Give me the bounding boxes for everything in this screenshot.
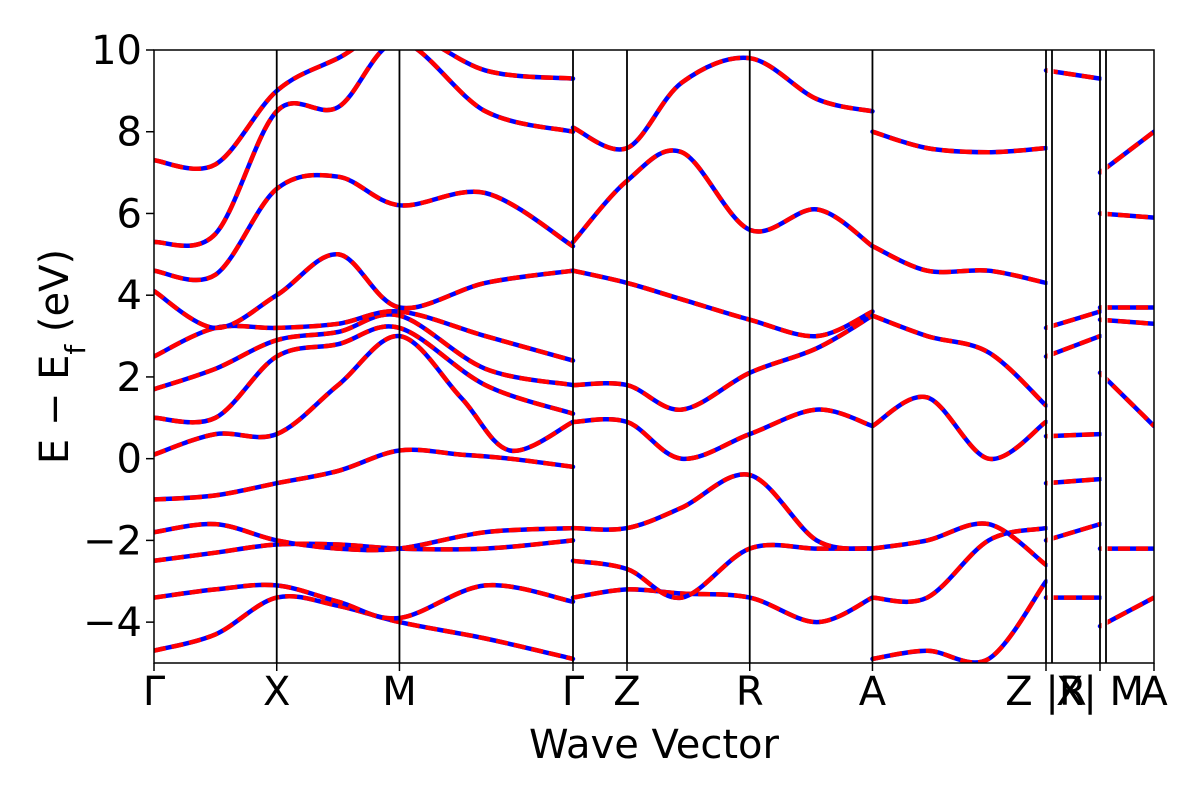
band-line-red bbox=[1045, 431, 1101, 439]
y-axis-ticks: −4 −2 0 2 4 6 8 10 bbox=[83, 28, 154, 646]
band-line-red bbox=[572, 472, 873, 551]
x-tick-label: A bbox=[1140, 669, 1168, 715]
x-tick-label: Γ bbox=[562, 669, 585, 715]
y-axis-label-unit: (eV) bbox=[32, 249, 78, 345]
band-line-blue bbox=[870, 313, 1049, 408]
y-tick-label: 4 bbox=[117, 273, 142, 319]
band-line-red bbox=[154, 172, 575, 283]
band-line-red bbox=[154, 252, 574, 331]
y-tick-label: 6 bbox=[117, 191, 142, 237]
band-line-red bbox=[871, 394, 1048, 461]
x-tick-label: Γ bbox=[143, 669, 166, 715]
band-line-red bbox=[154, 324, 574, 425]
band-line-red bbox=[872, 525, 1047, 605]
band-line-red bbox=[154, 538, 574, 564]
band-line-blue bbox=[570, 313, 875, 412]
x-axis-label: Wave Vector bbox=[529, 722, 780, 768]
band-line-red bbox=[872, 521, 1048, 567]
band-line-red bbox=[154, 333, 575, 457]
y-tick-label: 8 bbox=[117, 110, 142, 156]
band-line-red bbox=[871, 313, 1048, 408]
band-line-red bbox=[154, 312, 574, 392]
y-axis-label-main: E − E bbox=[32, 355, 78, 465]
band-line-red bbox=[154, 582, 574, 621]
band-line-red bbox=[572, 587, 874, 625]
band-line-blue bbox=[570, 407, 875, 461]
band-line-red bbox=[572, 407, 874, 461]
x-tick-label: Z bbox=[613, 669, 640, 715]
path-break-gap bbox=[1047, 50, 1054, 663]
band-line-red bbox=[1098, 371, 1154, 428]
plot-frame bbox=[153, 49, 1155, 664]
x-tick-label: X| M bbox=[1056, 669, 1144, 715]
band-line-blue bbox=[570, 472, 875, 551]
band-line-red bbox=[154, 521, 574, 553]
band-line-red bbox=[154, 593, 574, 662]
band-line-red bbox=[1045, 521, 1101, 543]
band-line-red bbox=[872, 579, 1048, 663]
band-line-red bbox=[1045, 68, 1101, 81]
band-line-red bbox=[572, 268, 874, 339]
y-tick-label: −4 bbox=[83, 600, 142, 646]
y-axis-label: E − Ef (eV) bbox=[32, 249, 92, 464]
band-line-red bbox=[154, 50, 574, 171]
band-line-red bbox=[871, 129, 1047, 155]
band-line-red bbox=[1045, 476, 1101, 486]
y-tick-label: 10 bbox=[91, 28, 142, 74]
x-tick-label: X bbox=[263, 669, 290, 715]
y-tick-label: 0 bbox=[117, 437, 142, 483]
band-line-red bbox=[1099, 317, 1154, 327]
band-line-red bbox=[154, 447, 574, 502]
x-tick-label: R bbox=[736, 669, 764, 715]
k-point-lines bbox=[275, 50, 1108, 663]
path-break-gap bbox=[1101, 50, 1108, 663]
band-line-red bbox=[571, 148, 874, 249]
band-line-red bbox=[154, 50, 574, 249]
band-line-red bbox=[1045, 309, 1101, 331]
band-line-blue bbox=[154, 593, 576, 662]
x-tick-label: Z |R bbox=[1005, 669, 1086, 715]
band-line-red bbox=[154, 309, 574, 363]
y-axis-label-sub: f bbox=[59, 344, 92, 355]
y-tick-label: −2 bbox=[83, 518, 142, 564]
band-line-red bbox=[1099, 211, 1154, 220]
bands-layer bbox=[154, 50, 1154, 663]
band-line-red bbox=[871, 244, 1047, 286]
band-line-red bbox=[571, 55, 873, 152]
band-line-red bbox=[572, 313, 874, 412]
x-tick-label: A bbox=[859, 669, 887, 715]
y-tick-label: 2 bbox=[117, 355, 142, 401]
x-tick-label: M bbox=[382, 669, 417, 715]
